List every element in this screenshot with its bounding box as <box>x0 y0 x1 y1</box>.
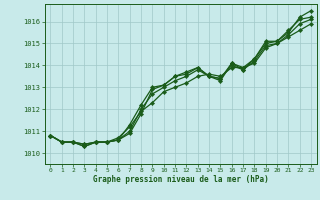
X-axis label: Graphe pression niveau de la mer (hPa): Graphe pression niveau de la mer (hPa) <box>93 175 269 184</box>
